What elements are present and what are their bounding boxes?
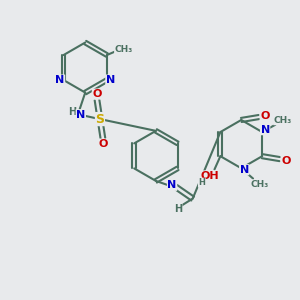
Text: S: S [95, 112, 104, 126]
Text: O: O [281, 156, 290, 166]
Text: CH₃: CH₃ [274, 116, 292, 125]
Text: CH₃: CH₃ [250, 180, 269, 189]
Text: O: O [260, 110, 269, 121]
Text: O: O [98, 139, 108, 149]
Text: N: N [76, 110, 86, 120]
Text: N: N [167, 180, 177, 190]
Text: N: N [106, 75, 115, 85]
Text: CH₃: CH₃ [115, 45, 133, 54]
Text: N: N [56, 75, 64, 85]
Text: H: H [174, 204, 182, 214]
Text: N: N [240, 165, 249, 175]
Text: H: H [68, 107, 76, 117]
Text: O: O [92, 89, 102, 99]
Text: OH: OH [200, 171, 219, 181]
Text: N: N [260, 125, 270, 135]
Text: H: H [198, 178, 205, 187]
